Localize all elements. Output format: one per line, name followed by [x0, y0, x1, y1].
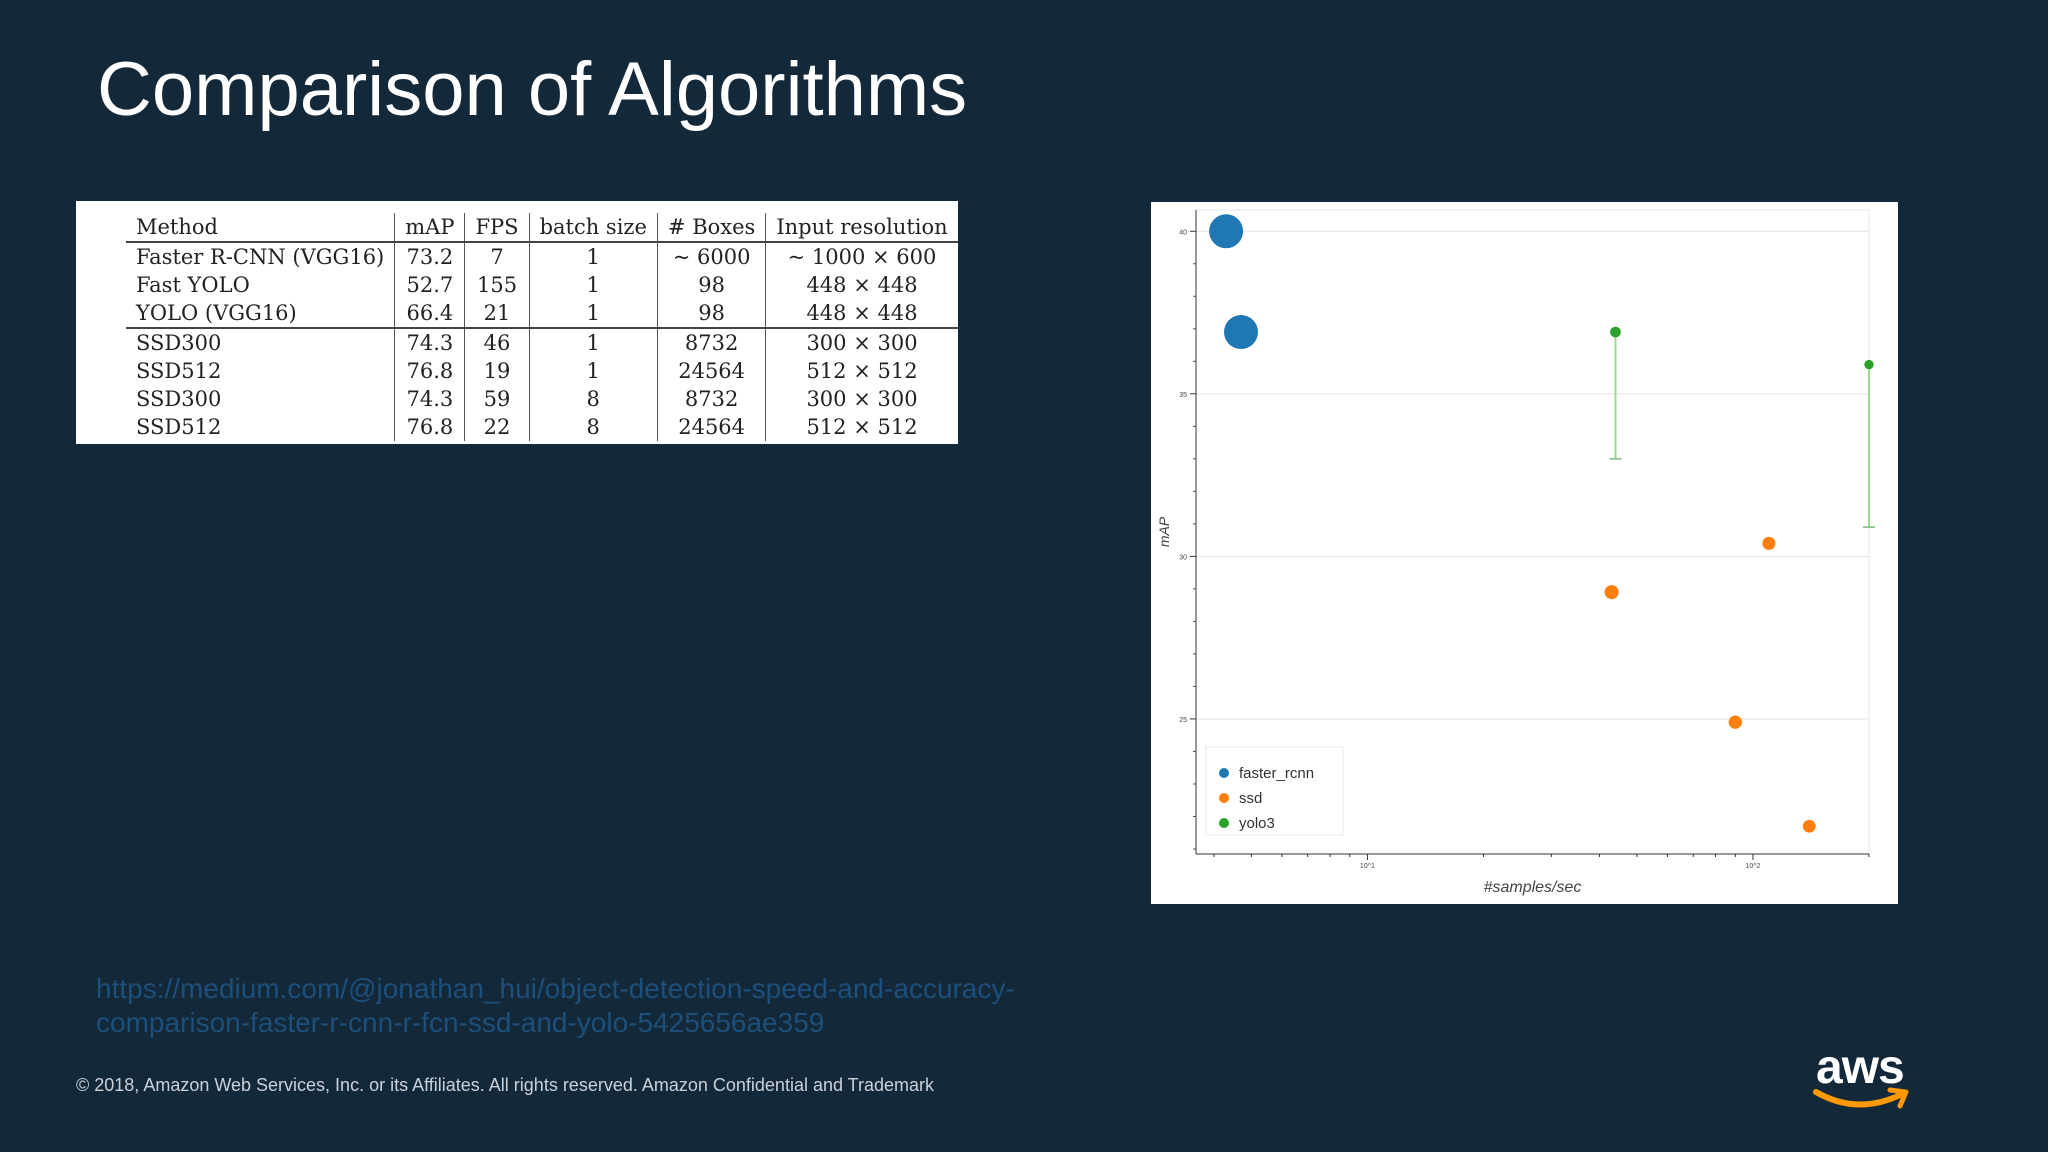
y-tick-label: 40: [1179, 229, 1187, 236]
cell-method: Fast YOLO: [126, 271, 396, 299]
cell-map: 74.3: [394, 385, 466, 413]
x-tick-label: 10^2: [1745, 863, 1760, 870]
ssd-point: [1802, 819, 1816, 833]
ssd-point: [1762, 536, 1776, 550]
comparison-table: Method mAP FPS batch size # Boxes Input …: [126, 213, 958, 441]
cell-map: 73.2: [394, 242, 466, 271]
cell-batch-size: 8: [529, 413, 658, 441]
cell-input-resolution: 448 × 448: [806, 301, 918, 325]
cell-fps: 155: [464, 271, 530, 299]
header-fps: FPS: [464, 213, 530, 243]
cell-batch-size: 1: [529, 271, 658, 299]
table-header-row: Method mAP FPS batch size # Boxes Input …: [126, 213, 958, 243]
source-link[interactable]: https://medium.com/@jonathan_hui/object-…: [96, 973, 1015, 1038]
cell-batch-size: 1: [529, 357, 658, 385]
cell-input-resolution: 512 × 512: [806, 415, 918, 439]
legend-marker-faster_rcnn: [1219, 768, 1229, 778]
cell-batch-size: 1: [529, 327, 658, 357]
cell-batch-size: 1: [529, 242, 658, 271]
cell-method: SSD512: [126, 357, 396, 385]
cell-map: 74.3: [394, 327, 466, 357]
header-boxes: # Boxes: [657, 213, 767, 243]
cell-input-resolution: 512 × 512: [806, 359, 918, 383]
legend-marker-ssd: [1219, 793, 1229, 803]
cell-batch-size: 1: [529, 299, 658, 328]
y-tick-label: 25: [1179, 717, 1187, 724]
cell-method: YOLO (VGG16): [126, 299, 396, 328]
cell-map: 66.4: [394, 299, 466, 328]
yolo3-point: [1610, 326, 1621, 338]
table-row: SSD512 76.8 22 8 24564 512 × 512: [126, 413, 958, 441]
map-vs-throughput-chart-panel: 25 30 35 40 10^1 10^2 #samples/sec mAP faster_r…: [1151, 202, 1898, 904]
table-row: SSD512 76.8 19 1 24564 512 × 512: [126, 357, 958, 385]
header-method: Method: [126, 213, 396, 243]
cell-fps: 22: [464, 413, 530, 441]
y-tick-label: 30: [1179, 554, 1187, 561]
cell-method: SSD300: [126, 385, 396, 413]
yolo3-point: [1864, 359, 1874, 370]
marks-layer: [1209, 214, 1875, 833]
cell-input-resolution: 300 × 300: [806, 387, 918, 411]
copyright-footer: © 2018, Amazon Web Services, Inc. or its…: [76, 1075, 935, 1095]
x-tick-label: 10^1: [1360, 863, 1375, 870]
faster_rcnn-point: [1209, 214, 1244, 249]
table-row: Fast YOLO 52.7 155 1 98 448 × 448: [126, 271, 958, 299]
cell-fps: 21: [464, 299, 530, 328]
legend-marker-yolo3: [1219, 818, 1229, 828]
cell-method: SSD300: [126, 327, 396, 357]
axes-layer: 25 30 35 40 10^1 10^2 #samples/sec mAP: [1156, 210, 1870, 896]
cell-map: 52.7: [394, 271, 466, 299]
aws-smile-icon: [1813, 1087, 1909, 1109]
cell-boxes: 98: [657, 299, 767, 328]
cell-fps: 46: [464, 327, 530, 357]
cell-method: Faster R-CNN (VGG16): [126, 242, 396, 271]
legend-label: faster_rcnn: [1239, 765, 1314, 782]
cell-map: 76.8: [394, 413, 466, 441]
header-input-resolution: Input resolution: [765, 213, 958, 243]
cell-input-resolution: ~ 1000 × 600: [787, 245, 937, 269]
header-batch-size: batch size: [529, 213, 658, 243]
cell-map: 76.8: [394, 357, 466, 385]
table-row: YOLO (VGG16) 66.4 21 1 98 448 × 448: [126, 299, 958, 328]
cell-method: SSD512: [126, 413, 396, 441]
aws-logo: aws: [1808, 1040, 1918, 1120]
faster_rcnn-point: [1224, 315, 1259, 350]
table-row: Faster R-CNN (VGG16) 73.2 7 1 ~ 6000 ~ 1…: [126, 242, 958, 271]
cell-fps: 19: [464, 357, 530, 385]
header-map: mAP: [394, 213, 466, 243]
aws-logo-text: aws: [1816, 1041, 1905, 1094]
cell-boxes: 8732: [657, 385, 767, 413]
cell-boxes: 8732: [657, 327, 767, 357]
legend-label: yolo3: [1239, 815, 1275, 832]
cell-input-resolution: 448 × 448: [806, 273, 918, 297]
cell-batch-size: 8: [529, 385, 658, 413]
legend-box: [1205, 746, 1344, 836]
table-row: SSD300 74.3 59 8 8732 300 × 300: [126, 385, 958, 413]
table-row: SSD300 74.3 46 1 8732 300 × 300: [126, 327, 958, 357]
legend-label: ssd: [1239, 790, 1262, 807]
map-vs-throughput-chart: 25 30 35 40 10^1 10^2 #samples/sec mAP faster_r…: [1156, 209, 1875, 896]
cell-input-resolution: 300 × 300: [765, 327, 958, 357]
x-axis-label: #samples/sec: [1484, 879, 1582, 896]
comparison-table-panel: Method mAP FPS batch size # Boxes Input …: [76, 201, 958, 444]
ssd-point: [1604, 585, 1619, 600]
cell-boxes: 98: [657, 271, 767, 299]
y-axis-label: mAP: [1156, 516, 1172, 547]
cell-boxes: 24564: [657, 413, 767, 441]
cell-fps: 59: [464, 385, 530, 413]
cell-fps: 7: [464, 242, 530, 271]
slide-title: Comparison of Algorithms: [97, 47, 968, 132]
y-tick-label: 35: [1179, 392, 1187, 399]
cell-boxes: 24564: [657, 357, 767, 385]
cell-boxes: ~ 6000: [657, 242, 767, 271]
ssd-point: [1728, 715, 1742, 729]
